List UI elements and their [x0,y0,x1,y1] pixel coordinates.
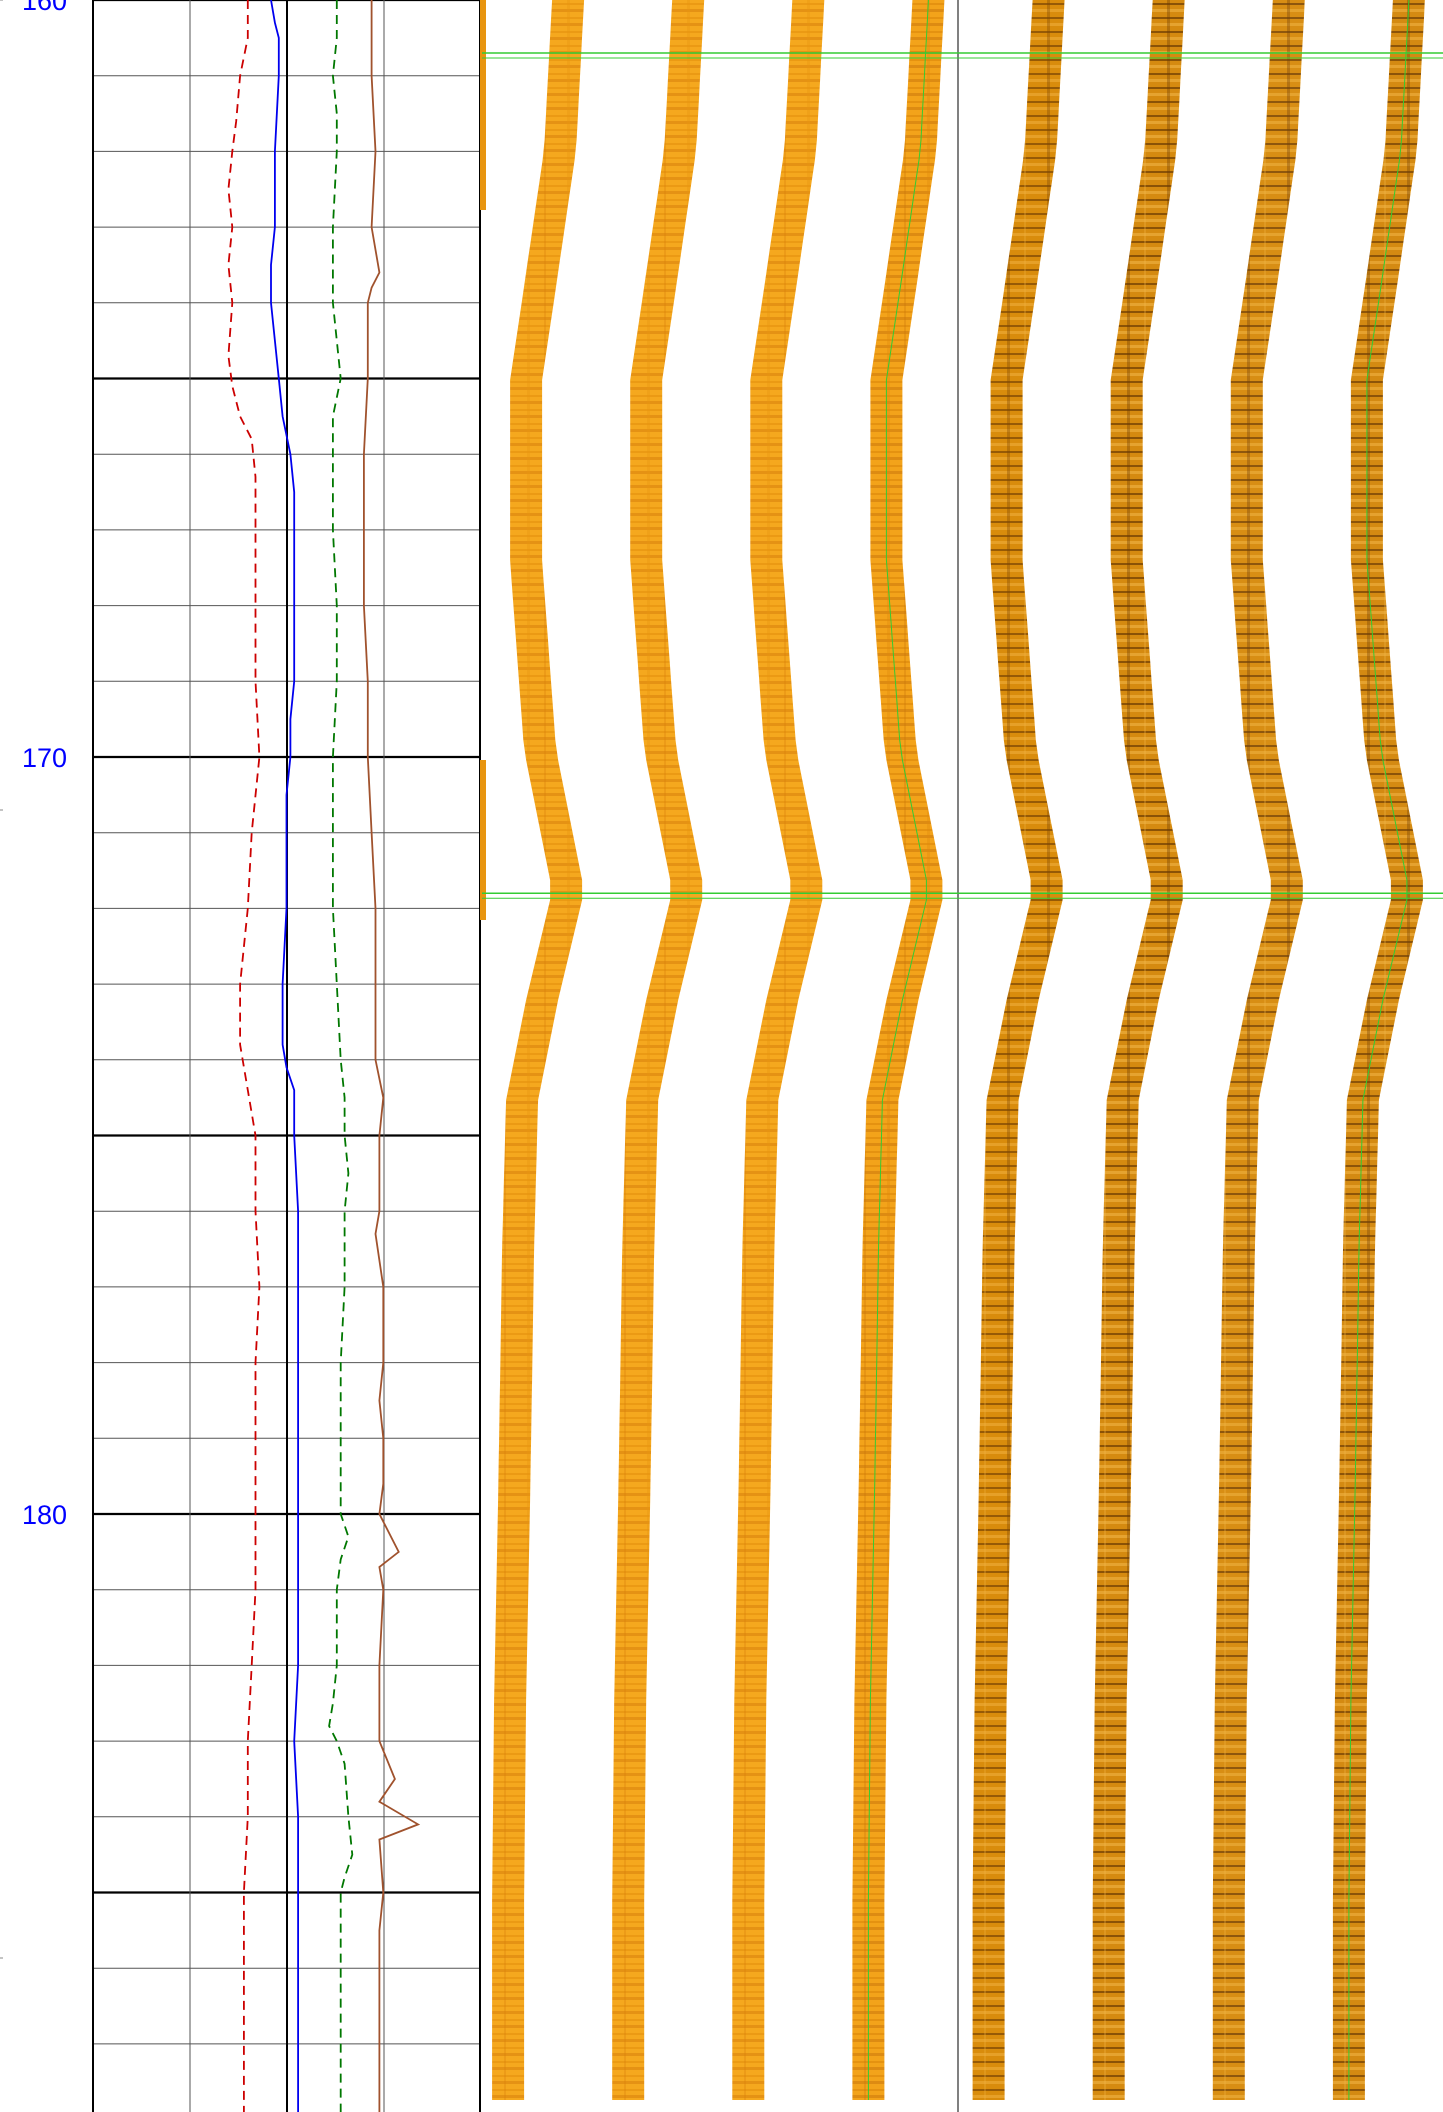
depth-tick-label-180: 180 [22,1500,67,1530]
curve-blue-solid [270,0,300,2112]
curve-brown-solid [362,0,421,2112]
curve-red-dashed [227,0,261,2112]
borehole-image-track [480,0,1425,2112]
image-strip-3 [732,0,825,2100]
curve-green-dashed [328,0,354,2112]
bedding-lines [482,0,1443,2100]
image-strip-edge [480,0,486,210]
image-strip-4 [852,0,945,2100]
depth-tick-label-160: 160 [22,0,67,16]
image-strip-7 [1212,0,1305,2100]
image-strip-8 [1332,0,1425,2100]
log-curves [227,0,421,2112]
image-trace-line [867,0,929,2100]
image-strip-1 [492,0,585,2100]
depth-tick-label-170: 170 [22,743,67,773]
image-strip-edge [480,760,486,920]
image-strip-2 [612,0,705,2100]
depth-axis-labels: 160 170 180 [22,0,67,1530]
image-strip-6 [1092,0,1185,2100]
curve-track-grid [0,0,481,2112]
image-strip-5 [972,0,1065,2100]
image-trace-line [1348,0,1410,2100]
